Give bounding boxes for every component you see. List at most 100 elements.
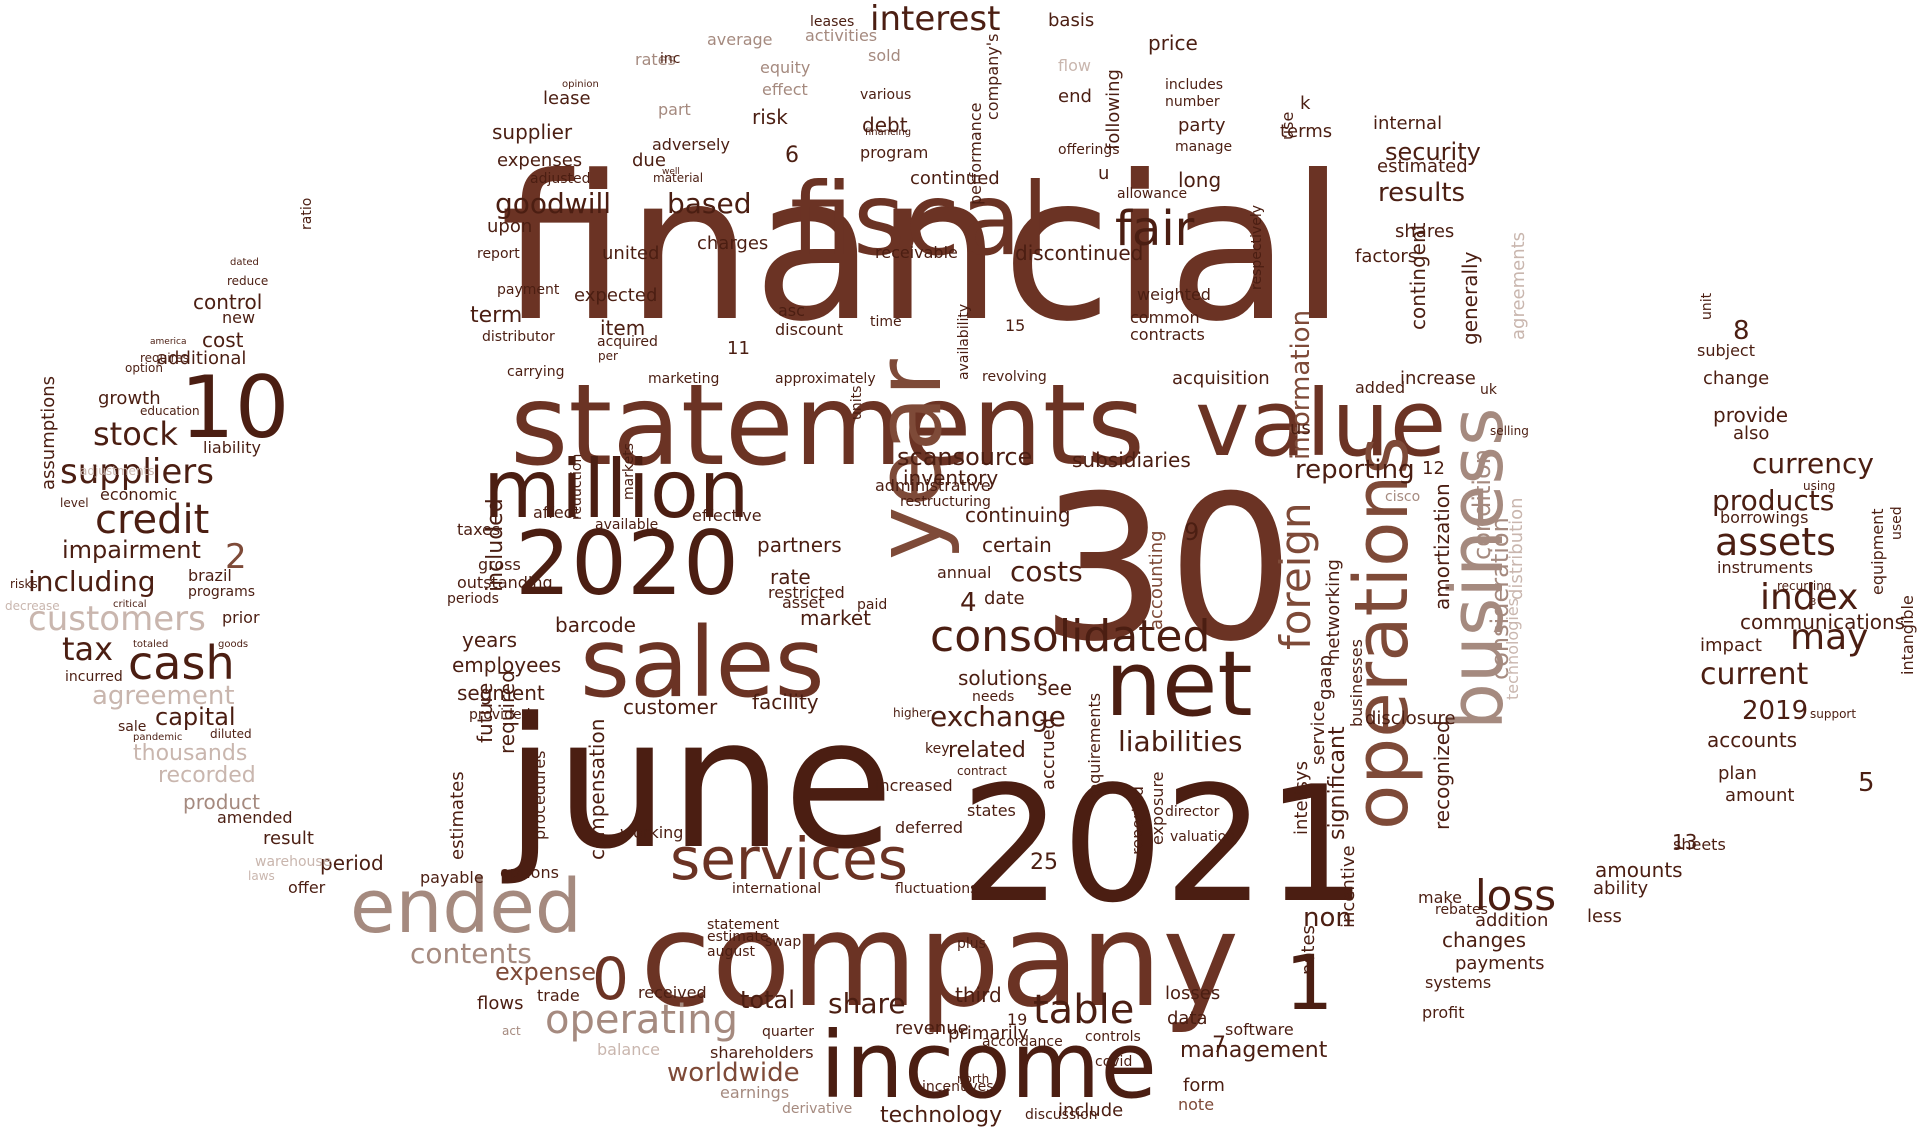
word: financial	[500, 133, 1346, 366]
word: following	[1103, 69, 1124, 150]
word: basis	[1048, 10, 1095, 31]
word: various	[860, 87, 912, 103]
word: contents	[410, 937, 532, 970]
word: segment	[457, 681, 545, 705]
word: 15	[1005, 316, 1026, 335]
word: adjustments	[80, 464, 155, 478]
word: current	[1700, 657, 1809, 692]
word: foreign	[1271, 502, 1320, 650]
word: certain	[982, 533, 1052, 557]
word: discontinued	[1015, 241, 1144, 265]
word: 6	[785, 143, 799, 168]
word: payable	[420, 868, 484, 887]
word: control	[193, 290, 263, 314]
word: employees	[452, 653, 562, 677]
word: united	[602, 243, 660, 264]
word: company	[640, 884, 1240, 1036]
word: material	[653, 171, 704, 185]
word: included	[483, 498, 508, 592]
word: income	[820, 1012, 1157, 1119]
word: ratio	[299, 197, 315, 230]
word: include	[1058, 1100, 1124, 1121]
word: third	[955, 983, 1002, 1007]
word: 2	[225, 537, 247, 577]
word: price	[1148, 31, 1198, 55]
word: using	[1803, 479, 1836, 493]
word: act	[502, 1024, 521, 1038]
word: periods	[447, 591, 499, 607]
word: recognized	[1430, 720, 1454, 830]
word: incentives	[922, 1079, 994, 1095]
word: offer	[288, 878, 326, 897]
word: subject	[1697, 341, 1755, 360]
word: partners	[757, 533, 842, 557]
word: changes	[1442, 928, 1527, 952]
word: make	[1418, 888, 1462, 907]
word: economic	[100, 485, 178, 504]
word: thousands	[133, 741, 248, 766]
word: sheets	[1673, 835, 1726, 854]
word: goodwill	[495, 187, 612, 220]
word: statements	[510, 361, 1145, 491]
word: upon	[487, 216, 533, 237]
word: working	[620, 823, 684, 842]
word: outstanding	[457, 573, 553, 592]
word: addition	[1475, 910, 1549, 931]
word: 19	[1007, 1010, 1028, 1029]
word: cost	[202, 328, 244, 352]
word: 2021	[960, 751, 1368, 938]
word: risk	[752, 105, 788, 129]
word: warehouse	[255, 854, 332, 870]
word: incurred	[65, 669, 123, 685]
word: financing	[865, 127, 912, 138]
word: change	[1703, 368, 1770, 389]
word: distributor	[482, 329, 555, 345]
word: assets	[1715, 520, 1836, 564]
word: provided	[469, 707, 531, 723]
word: activities	[805, 26, 878, 45]
word: terms	[1280, 121, 1333, 142]
word: note	[1178, 1095, 1215, 1114]
word: revenue	[895, 1018, 969, 1039]
word: value	[1195, 370, 1447, 477]
word: director	[1165, 804, 1220, 820]
word: index	[1760, 577, 1859, 618]
word: 11	[727, 338, 750, 359]
word: stock	[93, 415, 178, 453]
word: estimate	[707, 929, 769, 945]
word: balance	[597, 1040, 660, 1059]
word: august	[707, 944, 755, 960]
word: number	[1165, 94, 1220, 110]
word: notes	[1298, 925, 1319, 975]
word: supplier	[492, 120, 573, 144]
word: liabilities	[1118, 725, 1243, 758]
word: average	[707, 30, 773, 49]
word: payments	[1455, 953, 1545, 974]
word: accounting	[1146, 530, 1167, 630]
word: swap	[765, 934, 802, 950]
word: pandemic	[133, 732, 183, 743]
word: totaled	[133, 639, 169, 650]
word: includes	[1165, 77, 1224, 93]
word: shares	[1395, 221, 1455, 242]
word: compensation	[585, 718, 609, 860]
word: amount	[1725, 785, 1795, 806]
word: plus	[957, 936, 986, 952]
word: inventory	[903, 466, 999, 490]
word: flows	[477, 993, 524, 1014]
word: inc	[660, 51, 681, 67]
word: significant	[1325, 726, 1350, 840]
word: gaap	[1315, 655, 1336, 700]
word: cisco	[1385, 489, 1421, 505]
word: revolving	[982, 369, 1047, 385]
word: discount	[775, 320, 844, 339]
word: market	[800, 606, 871, 630]
word: receivable	[875, 243, 958, 262]
word: internal	[1373, 113, 1443, 134]
word: future	[473, 682, 497, 743]
word: management	[1180, 1038, 1328, 1063]
word: unit	[1699, 292, 1715, 320]
word: states	[967, 801, 1016, 820]
word: non	[1303, 903, 1352, 933]
